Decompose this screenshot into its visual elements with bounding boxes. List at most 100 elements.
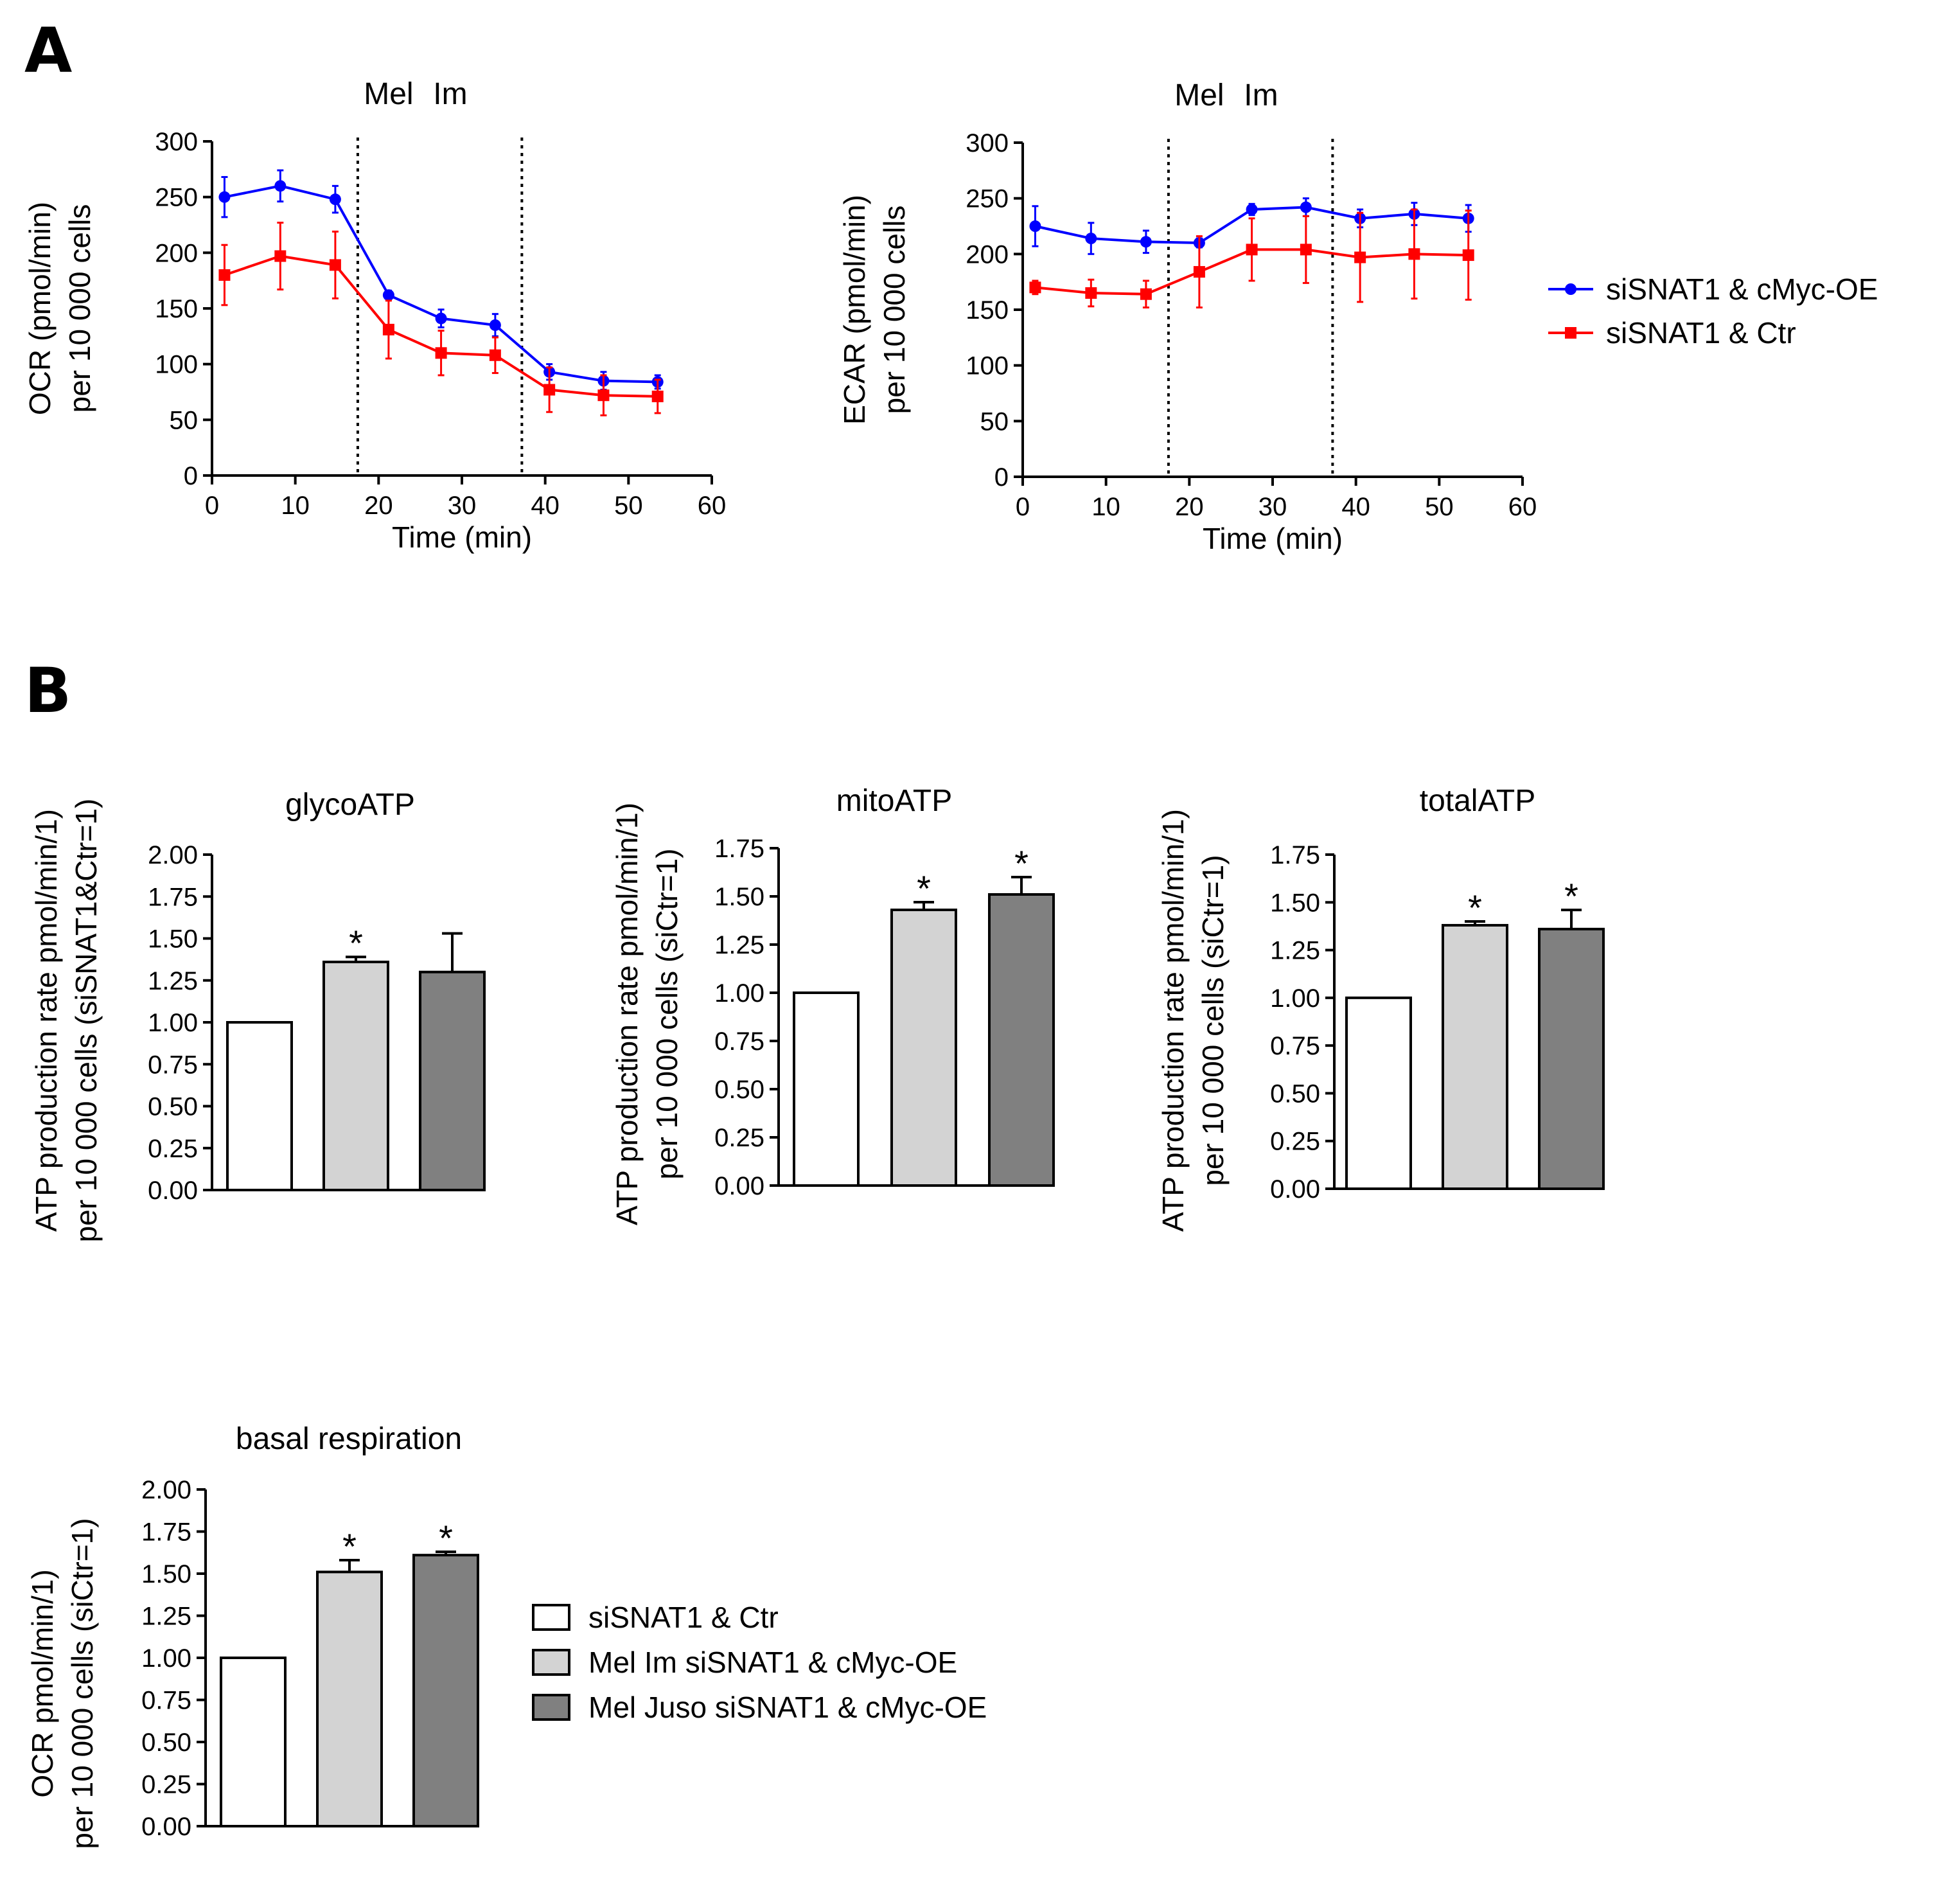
data-point-square <box>1085 287 1097 299</box>
x-tick-label: 10 <box>281 492 310 520</box>
y-tick-label: 200 <box>966 240 1009 269</box>
y-axis-title-line: ATP production rate pmol/min/1) <box>610 803 644 1225</box>
y-tick-label: 1.50 <box>148 925 198 954</box>
x-tick-label: 60 <box>698 492 727 520</box>
significance-marker: * <box>1014 843 1029 884</box>
y-tick-label: 0 <box>994 463 1009 492</box>
x-tick-label: 40 <box>531 492 560 520</box>
data-point-square <box>1246 244 1258 256</box>
y-axis-title-line: ATP production rate pmol/min/1) <box>1156 809 1190 1232</box>
data-point-circle <box>489 319 501 331</box>
y-tick-label: 50 <box>170 406 199 434</box>
x-tick-label: 30 <box>448 492 477 520</box>
injection-label: Im <box>1244 78 1278 112</box>
y-tick-label: 0.00 <box>141 1813 191 1841</box>
y-tick-label: 250 <box>155 184 198 212</box>
y-axis-title-line: OCR pmol/min/1) <box>26 1569 59 1797</box>
chart-title: totalATP <box>1420 784 1536 818</box>
line-legend-item: siSNAT1 & cMyc-OE <box>1548 272 1878 306</box>
bar-legend-item: Mel Juso siSNAT1 & cMyc-OE <box>532 1691 987 1724</box>
y-tick-label: 1.00 <box>714 979 764 1008</box>
x-tick-label: 0 <box>205 492 219 520</box>
significance-marker: * <box>1468 887 1482 928</box>
y-tick-label: 1.75 <box>714 835 764 863</box>
data-point-circle <box>218 191 231 203</box>
line-legend: siSNAT1 & cMyc-OE siSNAT1 & Ctr <box>1548 272 1878 350</box>
legend-swatch-light-gray <box>532 1649 570 1676</box>
chart-title: mitoATP <box>836 784 952 818</box>
data-point-square <box>1354 251 1366 263</box>
data-point-square <box>651 390 664 402</box>
y-axis-title-line: ATP production rate pmol/min/1) <box>30 809 63 1232</box>
data-point-square <box>1029 281 1041 294</box>
significance-marker: * <box>917 868 931 909</box>
legend-swatch-white <box>532 1604 570 1631</box>
data-point-square <box>543 384 556 396</box>
panel-label-a: A <box>24 15 72 87</box>
y-tick-label: 200 <box>155 239 198 267</box>
data-point-square <box>1408 248 1420 260</box>
significance-marker: * <box>439 1518 453 1558</box>
x-tick-label: 10 <box>1091 493 1120 521</box>
data-point-circle <box>1246 204 1258 215</box>
significance-marker: * <box>349 923 363 963</box>
y-tick-label: 0.75 <box>1270 1032 1320 1060</box>
y-tick-label: 300 <box>966 129 1009 157</box>
legend-label: Mel Juso siSNAT1 & cMyc-OE <box>588 1691 987 1724</box>
x-tick-label: 60 <box>1508 493 1537 521</box>
x-tick-label: 20 <box>364 492 393 520</box>
y-tick-label: 0.50 <box>714 1076 764 1104</box>
data-point-square <box>1193 266 1205 278</box>
legend-marker-circle <box>1565 283 1576 295</box>
x-axis-title: Time (min) <box>1203 522 1343 555</box>
data-point-circle <box>1085 233 1097 245</box>
data-point-circle <box>1300 201 1312 213</box>
data-point-square <box>597 389 610 402</box>
injection-label: Im <box>433 77 467 111</box>
y-tick-label: 150 <box>966 296 1009 324</box>
y-tick-label: 1.25 <box>148 967 198 995</box>
y-tick-label: 0.75 <box>148 1051 198 1079</box>
y-tick-label: 0.25 <box>148 1135 198 1163</box>
y-tick-label: 150 <box>155 295 198 323</box>
data-point-square <box>1462 249 1474 262</box>
y-tick-label: 0.25 <box>141 1771 191 1799</box>
y-tick-label: 1.50 <box>714 883 764 911</box>
data-point-square <box>1300 244 1312 256</box>
bar <box>220 1657 287 1827</box>
data-point-circle <box>274 180 287 192</box>
bar-legend-item: Mel Im siSNAT1 & cMyc-OE <box>532 1646 957 1679</box>
bar-legend: siSNAT1 & Ctr Mel Im siSNAT1 & cMyc-OE M… <box>532 1601 987 1724</box>
y-axis-title-line: OCR (pmol/min) <box>23 202 57 415</box>
bar-legend-item: siSNAT1 & Ctr <box>532 1601 779 1634</box>
data-point-circle <box>382 289 394 301</box>
x-tick-label: 50 <box>1425 493 1454 521</box>
bar <box>322 961 389 1192</box>
glycoatp-bar-chart: 0.00 0.25 0.50 0.75 1.00 1.25 1.50 1.75 2.00 glyc… <box>30 788 486 1242</box>
basal-respiration-bar-chart: 0.00 0.25 0.50 0.75 1.00 1.25 1.50 1.75 2.00 basa… <box>26 1422 479 1849</box>
bar <box>890 909 957 1187</box>
y-axis-title-line: per 10 000 cells <box>63 204 96 413</box>
data-point-square <box>489 349 501 361</box>
y-tick-label: 1.75 <box>1270 841 1320 869</box>
y-axis-title-line: per 10 000 cells (siCtr=1) <box>66 1518 99 1849</box>
y-tick-label: 1.50 <box>141 1560 191 1588</box>
bar <box>793 991 860 1187</box>
data-point-circle <box>1140 236 1152 248</box>
y-tick-label: 0 <box>184 462 198 490</box>
data-point-square <box>435 347 447 359</box>
legend-swatch-dark-gray <box>532 1694 570 1721</box>
y-tick-label: 2.00 <box>141 1476 191 1504</box>
injection-label: Mel <box>364 77 413 111</box>
y-axis-title-line: per 10 000 cells (siCtr=1) <box>650 848 684 1179</box>
y-tick-label: 0.00 <box>1270 1175 1320 1204</box>
mitoatp-bar-chart: 0.00 0.25 0.50 0.75 1.00 1.25 1.50 1.75 mitoATP A… <box>610 784 1055 1225</box>
y-tick-label: 0.75 <box>141 1687 191 1715</box>
bar <box>316 1570 383 1827</box>
x-tick-label: 20 <box>1175 493 1204 521</box>
y-tick-label: 1.00 <box>141 1644 191 1673</box>
y-tick-label: 1.25 <box>141 1603 191 1631</box>
x-tick-label: 40 <box>1341 493 1370 521</box>
y-tick-label: 1.00 <box>148 1009 198 1037</box>
